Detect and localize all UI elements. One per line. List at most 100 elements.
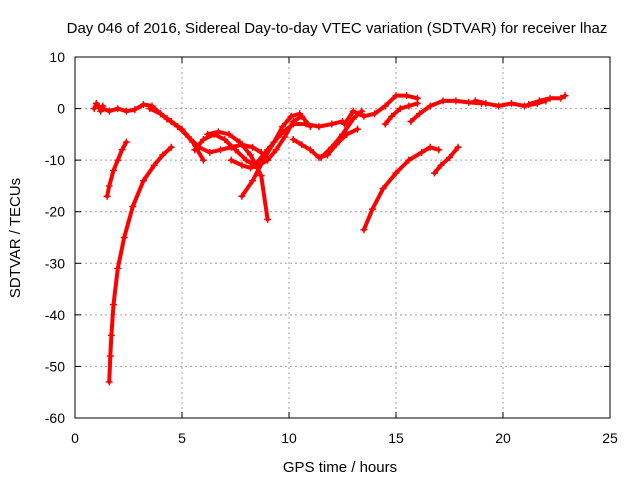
data-point xyxy=(106,352,114,360)
y-tick-label: 10 xyxy=(49,49,65,65)
data-point xyxy=(289,136,297,144)
series-s4 xyxy=(105,143,175,386)
data-point xyxy=(435,146,443,154)
data-point xyxy=(279,123,287,131)
data-point xyxy=(157,110,165,118)
data-point xyxy=(535,97,543,105)
data-point xyxy=(251,161,259,169)
data-point xyxy=(454,143,462,151)
data-point xyxy=(129,203,137,211)
x-tick-label: 20 xyxy=(495,430,511,446)
data-point xyxy=(287,112,295,120)
data-point xyxy=(167,143,175,151)
plot-frame xyxy=(74,56,611,419)
data-point xyxy=(561,92,569,100)
data-point xyxy=(439,97,447,105)
data-point xyxy=(360,226,368,234)
data-point xyxy=(139,177,147,185)
y-tick-label: -50 xyxy=(45,358,65,374)
data-point xyxy=(276,130,284,138)
x-axis-label: GPS time / hours xyxy=(283,459,397,476)
data-point xyxy=(122,138,130,146)
series-s14 xyxy=(341,92,421,128)
data-point xyxy=(131,106,139,114)
data-point xyxy=(381,102,389,110)
series-track xyxy=(342,93,420,127)
data-point xyxy=(249,143,257,151)
data-point xyxy=(236,138,244,146)
series-track xyxy=(432,145,461,176)
data-point xyxy=(289,120,297,128)
data-point xyxy=(298,141,306,149)
series-track xyxy=(229,114,313,170)
data-point xyxy=(139,100,147,108)
data-point xyxy=(114,105,122,113)
axis-ticks: 0 5 10 15 20 25 -60 -50 -40 -30 -20 -10 0 10 xyxy=(45,49,618,446)
y-tick-label: 0 xyxy=(57,101,65,117)
x-tick-label: 10 xyxy=(281,430,297,446)
data-point xyxy=(328,120,336,128)
data-point xyxy=(495,102,503,110)
data-point xyxy=(546,94,554,102)
data-point xyxy=(118,146,126,154)
data-point xyxy=(238,161,246,169)
x-tick-label: 5 xyxy=(178,430,186,446)
series-s16 xyxy=(381,99,421,128)
data-point xyxy=(105,182,113,190)
data-point xyxy=(214,128,222,136)
data-point xyxy=(302,120,310,128)
x-tick-label: 0 xyxy=(71,430,79,446)
data-layer xyxy=(90,92,569,386)
data-point xyxy=(217,146,225,154)
data-point xyxy=(405,102,413,110)
data-point xyxy=(392,92,400,100)
data-point xyxy=(281,133,289,141)
data-point xyxy=(246,151,254,159)
data-point xyxy=(191,146,199,154)
y-tick-label: -30 xyxy=(45,255,65,271)
data-point xyxy=(110,301,118,309)
x-tick-label: 25 xyxy=(602,430,618,446)
series-track xyxy=(526,93,568,107)
series-s3 xyxy=(103,138,130,200)
data-point xyxy=(452,97,460,105)
series-s18 xyxy=(431,143,462,177)
data-point xyxy=(105,378,113,386)
series-s15 xyxy=(360,143,443,234)
chart-title: Day 046 of 2016, Sidereal Day-to-day VTE… xyxy=(67,20,608,37)
data-point xyxy=(431,169,439,177)
data-point xyxy=(416,110,424,118)
data-point xyxy=(105,107,113,115)
data-point xyxy=(199,136,207,144)
y-tick-label: -10 xyxy=(45,152,65,168)
data-point xyxy=(341,120,349,128)
data-point xyxy=(557,94,565,102)
data-point xyxy=(163,115,171,123)
data-point xyxy=(122,107,130,115)
data-point xyxy=(103,192,111,200)
data-point xyxy=(110,166,118,174)
data-point xyxy=(418,148,426,156)
data-point xyxy=(520,102,528,110)
data-point xyxy=(225,130,233,138)
data-point xyxy=(317,154,325,162)
data-point xyxy=(339,130,346,138)
y-tick-label: -20 xyxy=(45,204,65,220)
y-tick-label: -60 xyxy=(45,410,65,426)
data-point xyxy=(315,123,323,131)
data-point xyxy=(199,156,207,164)
data-point xyxy=(353,125,361,133)
series-track xyxy=(408,98,484,124)
data-point xyxy=(407,117,415,125)
series-track xyxy=(361,145,441,232)
data-point xyxy=(146,105,154,113)
x-tick-label: 15 xyxy=(388,430,404,446)
data-point xyxy=(159,151,167,159)
y-axis-label: SDTVAR / TECUs xyxy=(7,178,24,298)
data-point xyxy=(471,97,479,105)
data-point xyxy=(437,161,445,169)
data-point xyxy=(525,100,533,108)
data-point xyxy=(413,99,421,107)
data-point xyxy=(206,148,214,156)
